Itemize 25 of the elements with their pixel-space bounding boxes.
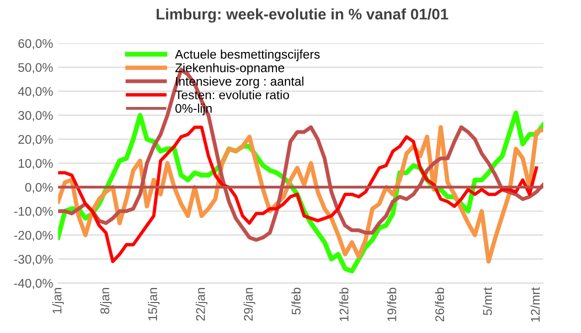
x-tick-label: 15/jan (148, 288, 160, 320)
chart-title: Limburg: week-evolutie in % vanaf 01/01 (156, 8, 448, 23)
x-tick-label: 29/jan (244, 288, 256, 321)
x-tick-label: 8/jan (100, 288, 112, 314)
x-tick-label: 12/mrt (530, 287, 540, 322)
x-tick-label: 1/jan (52, 288, 64, 314)
y-tick-label: -30,0% (14, 254, 53, 266)
y-tick-label: 30,0% (18, 111, 53, 122)
x-tick-label: 5/mrt (482, 287, 492, 316)
x-tick-label: 26/feb (434, 288, 444, 322)
legend-label: Actuele besmettingscijfers (174, 50, 320, 62)
y-tick-label: 40,0% (18, 87, 53, 98)
y-tick-label: 10,0% (18, 158, 53, 170)
y-tick-label: 20,0% (18, 134, 53, 146)
y-tick-label: 0,0% (25, 182, 53, 194)
x-tick-label: 22/jan (196, 288, 208, 321)
y-tick-label: -10,0% (14, 206, 53, 218)
y-tick-label: -40,0% (14, 278, 53, 290)
y-tick-label: -20,0% (14, 230, 53, 242)
y-tick-label: 60,0% (18, 39, 53, 50)
x-tick-label: 19/feb (387, 288, 396, 322)
x-tick-label: 5/feb (291, 288, 301, 315)
legend-label: Ziekenhuis-opname (175, 63, 284, 75)
x-tick-label: 12/feb (339, 288, 348, 322)
y-tick-label: 50,0% (18, 63, 53, 74)
